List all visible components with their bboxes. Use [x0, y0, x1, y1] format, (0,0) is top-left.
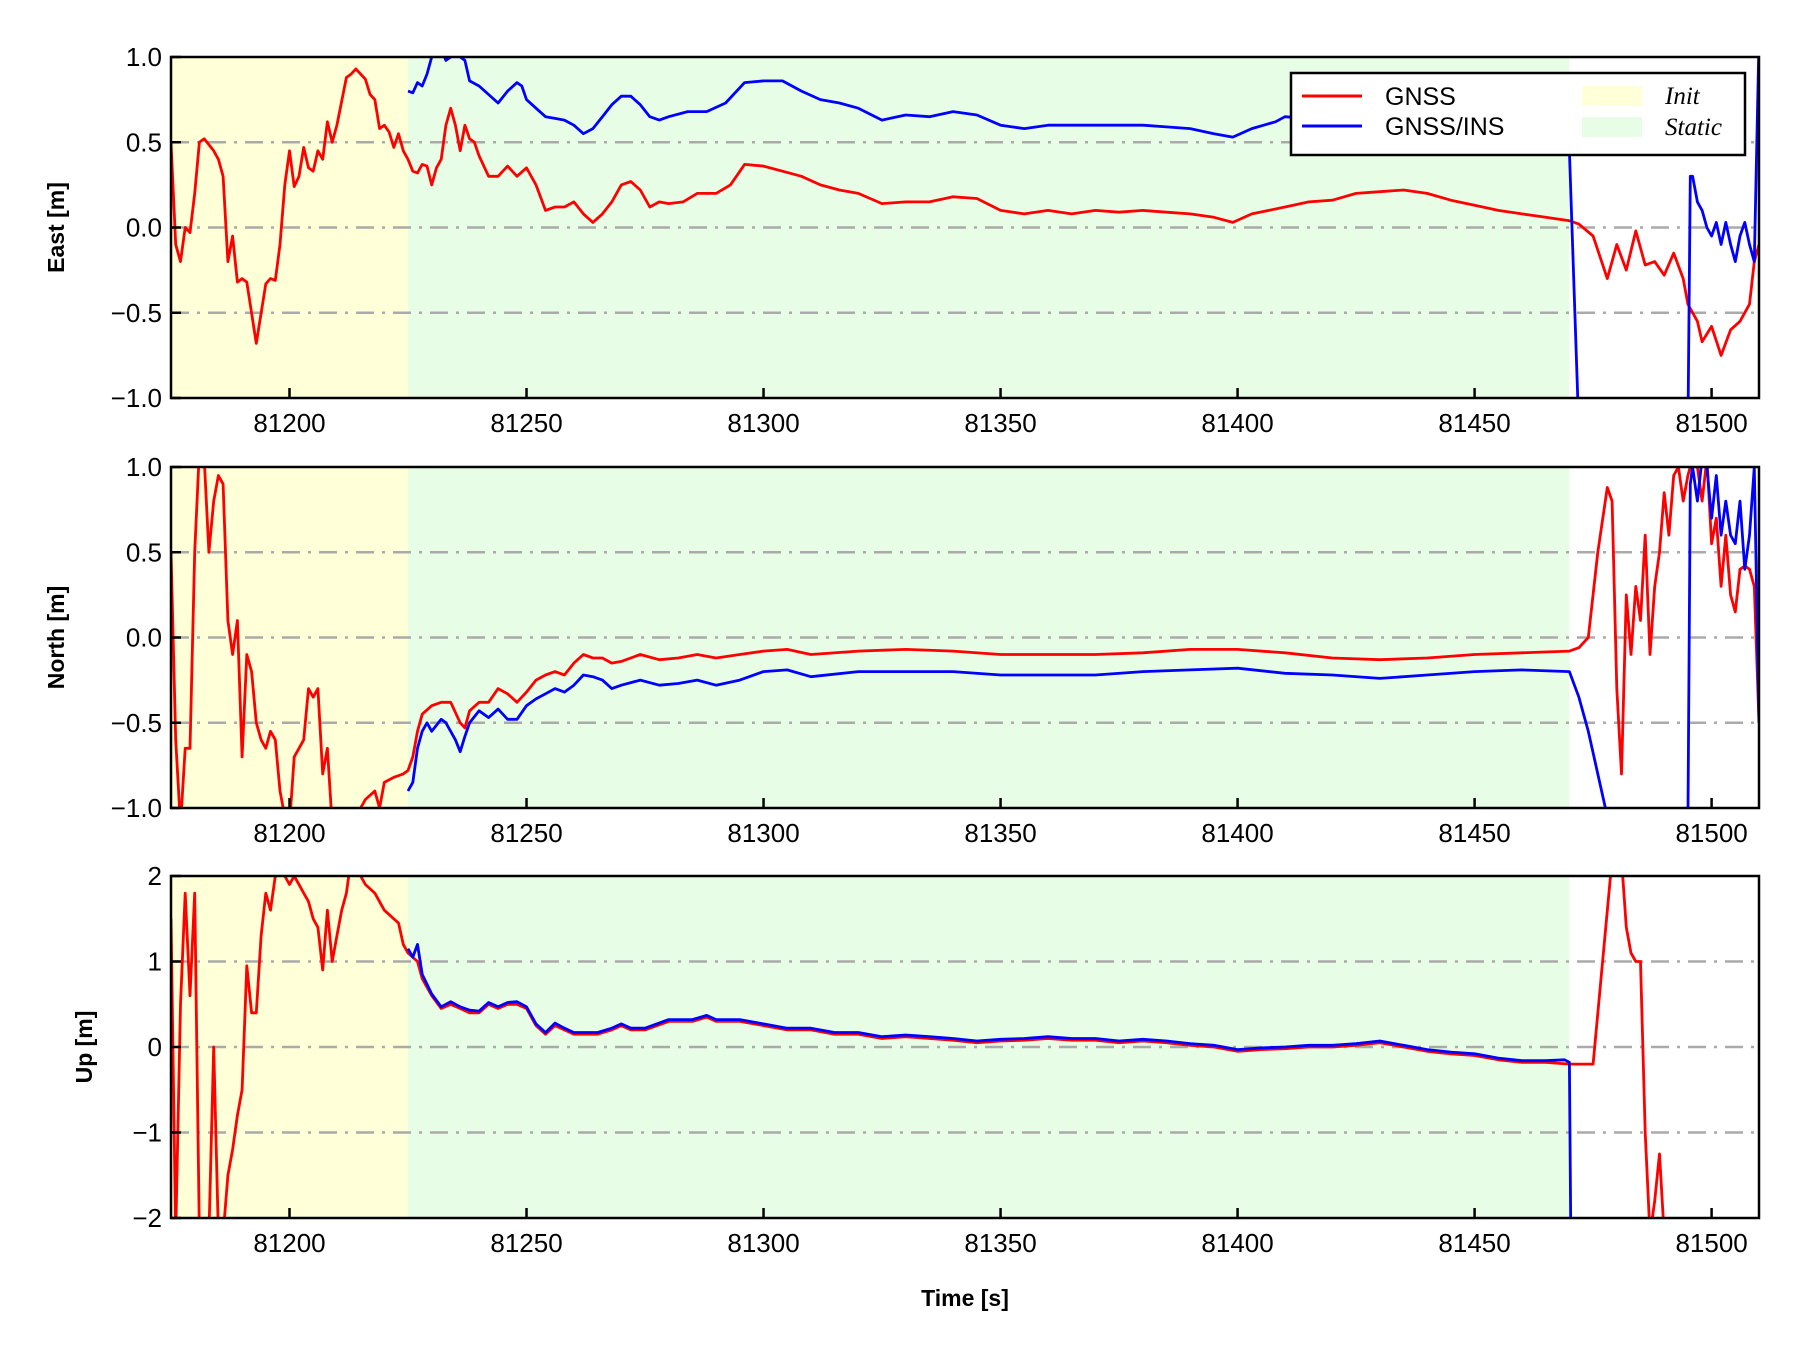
- east-xtick-label: 81250: [490, 408, 562, 438]
- legend-box: [1289, 71, 1747, 157]
- north-series-gnss: [171, 467, 1759, 808]
- up-xtick-label: 81350: [964, 1228, 1036, 1258]
- up-xtick-label: 81450: [1438, 1228, 1510, 1258]
- north-ytick-label: 0.0: [126, 623, 162, 653]
- east-xtick-label: 81450: [1438, 408, 1510, 438]
- east-ytick-label: 0.5: [126, 127, 162, 157]
- east-xtick-label: 81500: [1675, 408, 1747, 438]
- north-ytick-label: 0.5: [126, 537, 162, 567]
- north-xtick-label: 81250: [490, 818, 562, 848]
- up-ytick-label: 0: [148, 1032, 162, 1062]
- up-series-gnss-ins: [406, 943, 1573, 1218]
- legend-label-static: Static: [1665, 114, 1722, 141]
- up-ytick-label: −1: [132, 1118, 162, 1148]
- up-xtick-label: 81200: [253, 1228, 325, 1258]
- east-xtick-label: 81300: [727, 408, 799, 438]
- north-y-axis-label: North [m]: [43, 586, 69, 689]
- up-ytick-label: 2: [148, 861, 162, 891]
- legend-label-gnss-ins: GNSS/INS: [1385, 113, 1504, 141]
- north-ytick-label: 1.0: [126, 452, 162, 482]
- legend-swatch-init: [1582, 86, 1642, 106]
- x-axis-label: Time [s]: [921, 1285, 1009, 1311]
- up-ytick-label: −2: [132, 1203, 162, 1233]
- up-xtick-label: 81500: [1675, 1228, 1747, 1258]
- east-ytick-label: −0.5: [111, 298, 162, 328]
- north-xtick-label: 81400: [1201, 818, 1273, 848]
- up-xtick-label: 81400: [1201, 1228, 1273, 1258]
- east-series-gnss: [171, 67, 1759, 357]
- north-panel: [171, 467, 1759, 808]
- east-series-gnss-ins: [407, 57, 1759, 398]
- legend-swatch-static: [1582, 117, 1642, 137]
- north-ytick-label: −0.5: [111, 708, 162, 738]
- up-xtick-label: 81250: [490, 1228, 562, 1258]
- east-ytick-label: 0.0: [126, 213, 162, 243]
- north-ytick-label: −1.0: [111, 793, 162, 823]
- north-xtick-label: 81350: [964, 818, 1036, 848]
- north-xtick-label: 81200: [253, 818, 325, 848]
- east-xtick-label: 81400: [1201, 408, 1273, 438]
- north-xtick-label: 81450: [1438, 818, 1510, 848]
- up-y-axis-label: Up [m]: [71, 1011, 97, 1084]
- up-ytick-label: 1: [148, 947, 162, 977]
- east-xtick-label: 81350: [964, 408, 1036, 438]
- north-xtick-label: 81300: [727, 818, 799, 848]
- up-xtick-label: 81300: [727, 1228, 799, 1258]
- legend-label-init: Init: [1664, 83, 1701, 110]
- east-y-axis-label: East [m]: [43, 182, 69, 273]
- legend-label-gnss: GNSS: [1385, 83, 1456, 111]
- east-xtick-label: 81200: [253, 408, 325, 438]
- north-xtick-label: 81500: [1675, 818, 1747, 848]
- up-panel: [171, 876, 1759, 1218]
- up-series-gnss: [171, 876, 1665, 1218]
- legend: GNSS GNSS/INS Init Static: [1289, 71, 1747, 157]
- north-series-gnss-ins: [406, 467, 1759, 808]
- east-ytick-label: −1.0: [111, 383, 162, 413]
- east-ytick-label: 1.0: [126, 42, 162, 72]
